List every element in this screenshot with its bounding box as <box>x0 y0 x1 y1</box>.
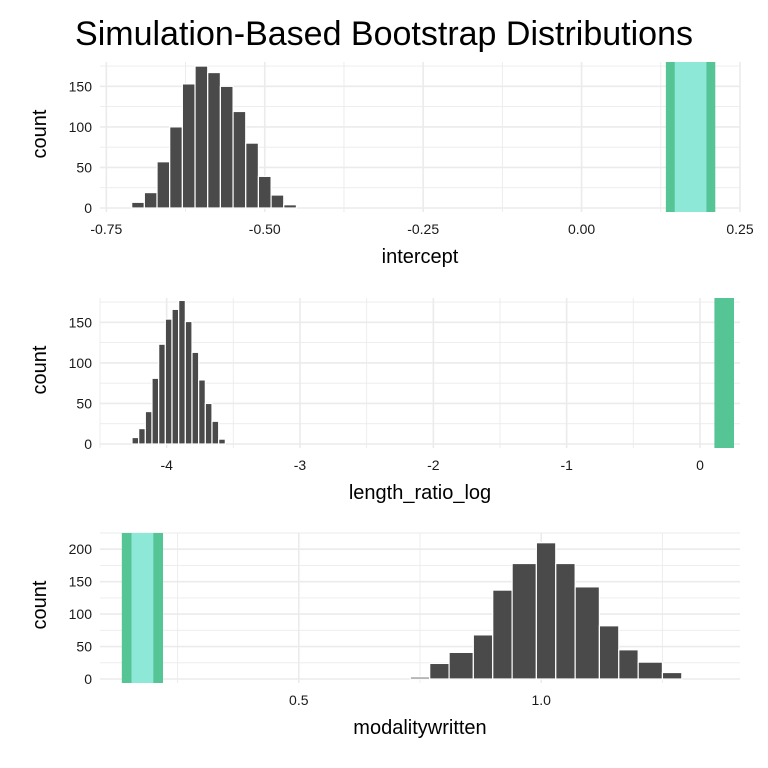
observed-band-inner <box>674 62 707 212</box>
x-tick-label: 0 <box>696 457 704 473</box>
figure-title: Simulation-Based Bootstrap Distributions <box>75 15 693 53</box>
intercept-y-axis-title: count <box>29 109 51 158</box>
modalitywritten-grid <box>100 532 740 683</box>
histogram-bar <box>138 427 146 445</box>
y-tick-label: 50 <box>76 639 92 655</box>
modalitywritten-y-axis-title: count <box>29 580 51 629</box>
x-tick-label: -0.25 <box>407 221 439 237</box>
x-tick-label: 1.0 <box>531 692 551 708</box>
observed-band-inner <box>131 533 154 683</box>
y-tick-label: 150 <box>69 574 93 590</box>
histogram-bar <box>191 351 200 445</box>
histogram-bar <box>207 71 221 209</box>
histogram-bar <box>184 320 193 445</box>
histogram-bar <box>204 402 213 445</box>
histogram-bar <box>143 191 158 209</box>
histogram-bar <box>158 343 166 445</box>
histogram-bar <box>472 634 494 680</box>
histogram-bar <box>257 175 272 209</box>
modalitywritten-panel: 0 50 100 150 200 0.5 1.0 modalitywritten coun… <box>29 532 740 739</box>
x-tick-label: -0.75 <box>90 221 122 237</box>
x-tick-label: 0.00 <box>568 221 595 237</box>
length-ratio-log-y-ticks: 0 50 100 150 <box>69 314 93 452</box>
modalitywritten-x-axis-title: modalitywritten <box>353 717 486 739</box>
histogram-bar <box>409 676 431 680</box>
histogram-bar <box>218 438 226 445</box>
histogram-bar <box>574 586 600 680</box>
intercept-y-ticks: 0 50 100 150 <box>69 78 93 216</box>
modalitywritten-y-ticks: 0 50 100 150 200 <box>69 541 93 687</box>
y-tick-label: 100 <box>69 355 93 371</box>
intercept-x-axis-title: intercept <box>382 246 459 268</box>
modalitywritten-observed-band <box>121 533 164 683</box>
histogram-bar <box>448 651 474 680</box>
x-tick-label: -2 <box>427 457 440 473</box>
histogram-bar <box>194 65 209 209</box>
histogram-bar <box>555 562 576 680</box>
histogram-bar <box>181 83 196 209</box>
length-ratio-log-y-axis-title: count <box>29 345 51 394</box>
length-ratio-log-observed-band <box>714 298 734 448</box>
x-tick-label: 0.5 <box>289 692 309 708</box>
histogram-bar <box>151 377 160 445</box>
histogram-bar <box>144 410 153 445</box>
histogram-bar <box>511 562 537 680</box>
histogram-bar <box>169 126 183 209</box>
histogram-bar <box>661 671 683 680</box>
length-ratio-log-panel: 0 50 100 150 -4 -3 -2 -1 0 length_ratio_log cou… <box>29 298 740 504</box>
y-tick-label: 50 <box>76 159 92 175</box>
y-tick-label: 100 <box>69 606 93 622</box>
histogram-bar <box>598 625 620 680</box>
histogram-bar <box>198 379 206 445</box>
x-tick-label: -1 <box>560 457 573 473</box>
histogram-bar <box>219 85 234 209</box>
intercept-observed-band <box>665 62 716 212</box>
y-tick-label: 0 <box>84 671 92 687</box>
x-tick-label: -0.50 <box>249 221 281 237</box>
y-tick-label: 150 <box>69 78 93 94</box>
length-ratio-log-x-axis-title: length_ratio_log <box>349 482 491 504</box>
length-ratio-log-bars <box>131 299 226 445</box>
y-tick-label: 100 <box>69 119 93 135</box>
x-tick-label: -3 <box>294 457 307 473</box>
histogram-bar <box>245 142 260 209</box>
histogram-bar <box>535 542 557 680</box>
histogram-bar <box>232 110 247 209</box>
histogram-bar <box>637 661 664 680</box>
intercept-panel: 0 50 100 150 -0.75 -0.50 -0.25 0.00 0.25 interc… <box>29 62 754 268</box>
modalitywritten-x-ticks: 0.5 1.0 <box>289 692 551 708</box>
histogram-bar <box>618 649 639 680</box>
observed-band-outer <box>714 298 734 448</box>
histogram-bar <box>283 204 298 209</box>
y-tick-label: 200 <box>69 541 93 557</box>
histogram-bar <box>270 194 285 209</box>
x-tick-label: -4 <box>160 457 173 473</box>
modalitywritten-bars <box>409 542 683 680</box>
y-tick-label: 150 <box>69 314 93 330</box>
intercept-x-ticks: -0.75 -0.50 -0.25 0.00 0.25 <box>90 221 753 237</box>
histogram-bar <box>171 308 180 445</box>
length-ratio-log-x-ticks: -4 -3 -2 -1 0 <box>160 457 704 473</box>
y-tick-label: 50 <box>76 395 92 411</box>
x-tick-label: 0.25 <box>726 221 753 237</box>
histogram-bar <box>131 201 145 209</box>
histogram-bar <box>156 161 171 209</box>
histogram-bar <box>429 662 450 680</box>
intercept-bars <box>131 65 298 209</box>
histogram-bar <box>211 420 220 445</box>
y-tick-label: 0 <box>84 200 92 216</box>
histogram-bar <box>131 436 140 445</box>
histogram-bar <box>164 318 173 445</box>
y-tick-label: 0 <box>84 436 92 452</box>
histogram-bar <box>178 299 186 445</box>
histogram-bar <box>492 589 513 680</box>
